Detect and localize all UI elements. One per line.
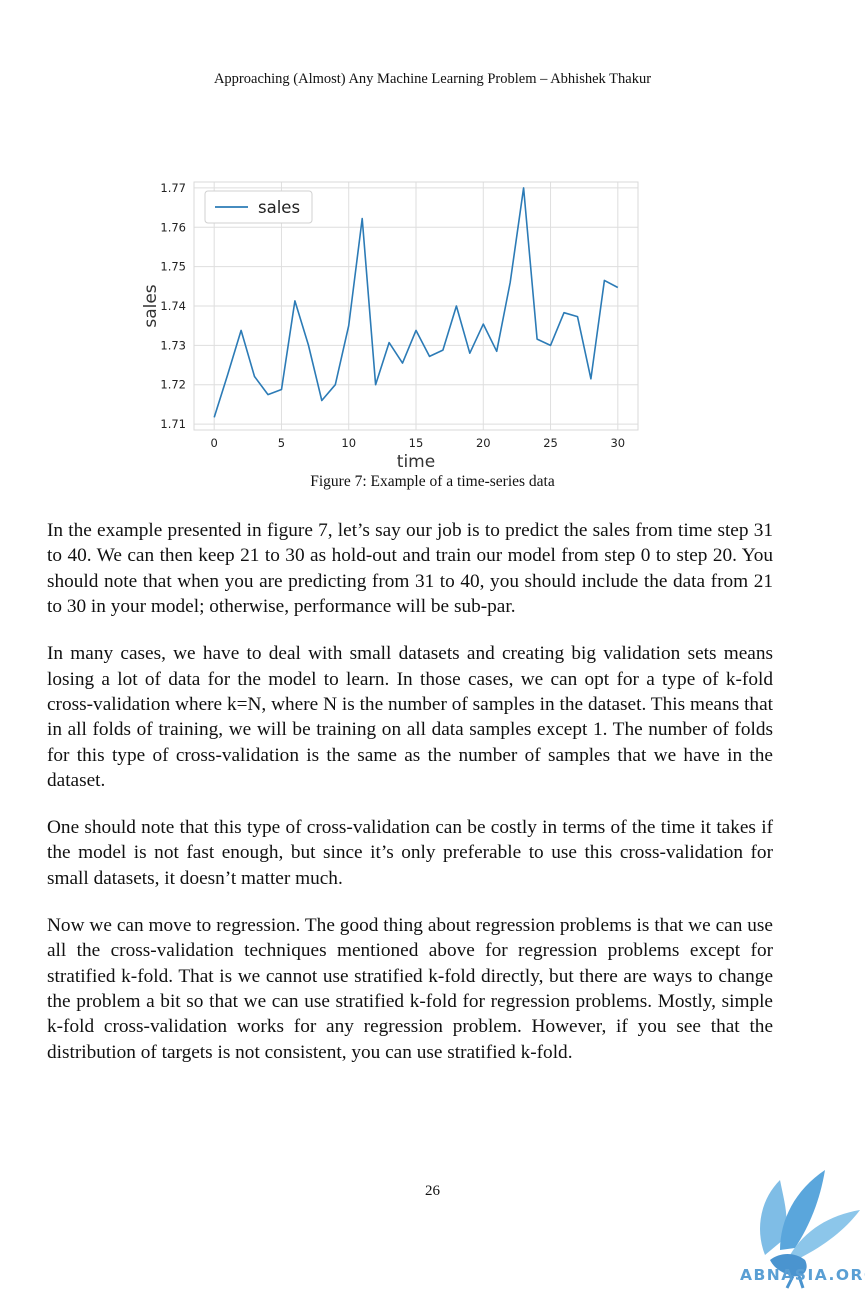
y-tick-label: 1.72 (160, 378, 186, 392)
chart-legend: sales (204, 190, 313, 224)
page-header: Approaching (Almost) Any Machine Learnin… (213, 71, 652, 87)
figure-7: 0 5 10 15 20 25 30 1.71 1.72 1.73 1.74 1.75 1.76 1.7… (130, 178, 645, 478)
paragraph-1: In the example presented in figure 7, le… (47, 520, 773, 618)
y-tick-label: 1.71 (160, 417, 186, 431)
watermark-text: ABNASIA.ORG (740, 1266, 865, 1284)
y-tick-label: 1.76 (160, 220, 186, 234)
y-tick-label: 1.74 (160, 299, 186, 313)
x-tick-label: 15 (409, 436, 424, 450)
legend-label: sales (258, 198, 300, 217)
paragraph-3: One should note that this type of cross-… (47, 817, 773, 889)
x-tick-label: 20 (476, 436, 491, 450)
body-text: In the example presented in figure 7, le… (47, 518, 773, 1087)
x-tick-label: 25 (543, 436, 558, 450)
x-tick-labels: 0 5 10 15 20 25 30 (211, 436, 626, 450)
y-tick-labels: 1.71 1.72 1.73 1.74 1.75 1.76 1.77 (160, 181, 186, 431)
y-tick-label: 1.75 (160, 260, 186, 274)
page-number: 26 (425, 1183, 440, 1199)
legend-box (204, 190, 313, 224)
x-tick-label: 30 (610, 436, 625, 450)
x-axis-label: time (397, 452, 435, 472)
x-tick-label: 10 (341, 436, 356, 450)
sales-line-chart: 0 5 10 15 20 25 30 1.711.721.731.741.751.761.7… (141, 181, 639, 472)
y-tick-label: 1.77 (160, 181, 186, 195)
y-tick-label: 1.73 (160, 338, 186, 352)
paragraph-2: In many cases, we have to deal with smal… (47, 643, 773, 792)
x-tick-label: 5 (278, 436, 285, 450)
x-tick-label: 0 (211, 436, 218, 450)
chart-series (213, 187, 619, 418)
y-axis-label: sales (141, 284, 161, 327)
paragraph-4: Now we can move to regression. The good … (47, 914, 773, 1063)
chart-grid (194, 182, 638, 430)
chart-frame (193, 181, 639, 431)
plot-border (193, 181, 639, 431)
bird-logo-icon (760, 1170, 860, 1289)
figure-caption: Figure 7: Example of a time-series data (310, 473, 555, 490)
